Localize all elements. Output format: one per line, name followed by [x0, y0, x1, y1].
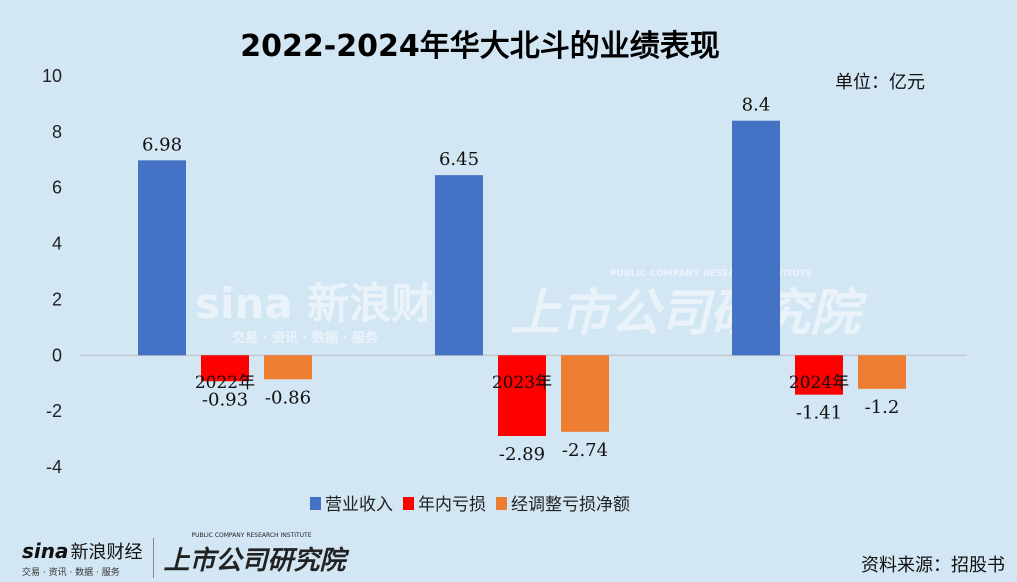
x-category-label: 2024年: [789, 373, 849, 393]
bar-经调整亏损净额: [561, 355, 609, 432]
y-tick-label: 6: [52, 178, 62, 198]
legend-swatch: [310, 497, 321, 510]
legend-label: 营业收入: [325, 495, 393, 515]
watermark-brand: sina 新浪财经: [195, 279, 475, 328]
y-tick-label: 10: [42, 66, 62, 86]
data-label: -0.93: [202, 389, 248, 410]
bar-经调整亏损净额: [858, 355, 906, 389]
y-tick-label: 0: [52, 345, 62, 365]
bar-年内亏损: [795, 355, 843, 395]
source-note: 资料来源：招股书: [861, 555, 1005, 576]
bar-营业收入: [138, 160, 186, 356]
unit-label: 单位：亿元: [835, 72, 925, 93]
data-label: 6.98: [142, 134, 182, 155]
data-label: -2.89: [499, 444, 545, 465]
data-label: 6.45: [439, 149, 479, 170]
legend-label: 年内亏损: [418, 495, 486, 515]
data-label: -0.86: [265, 387, 311, 408]
y-tick-label: 4: [52, 234, 62, 254]
sina-tagline: 交易 · 资讯 · 数据 · 服务: [22, 568, 120, 578]
y-tick-label: -2: [46, 401, 62, 421]
watermark-institute-en: PUBLIC COMPANY RESEARCH INSTITUTE: [610, 269, 812, 279]
y-tick-label: 8: [52, 122, 62, 142]
data-label: -1.2: [865, 397, 900, 418]
institute-en: PUBLIC COMPANY RESEARCH INSTITUTE: [191, 531, 312, 539]
sina-logo: sina: [22, 539, 69, 563]
data-label: -1.41: [796, 403, 842, 424]
bar-年内亏损: [201, 355, 249, 382]
legend-label: 经调整亏损净额: [511, 495, 630, 515]
x-category-label: 2023年: [492, 373, 552, 393]
x-category-label: 2022年: [195, 373, 255, 393]
legend-swatch: [496, 497, 507, 510]
sina-logo-cn: 新浪财经: [70, 542, 143, 563]
watermark-tagline: 交易 · 资讯 · 数据 · 服务: [232, 330, 379, 346]
watermark-institute: 上市公司研究院: [510, 284, 868, 342]
y-tick-label: -4: [46, 457, 62, 477]
data-label: 8.4: [742, 95, 771, 116]
watermark: sina 新浪财经 交易 · 资讯 · 数据 · 服务 上市公司研究院 PUBL…: [195, 269, 868, 346]
logo-divider: [152, 538, 154, 578]
chart-title: 2022-2024年华大北斗的业绩表现: [240, 29, 719, 64]
bar-营业收入: [435, 175, 483, 356]
institute-logo: 上市公司研究院: [163, 545, 346, 576]
bar-年内亏损: [498, 355, 546, 436]
footer-logo: sina 新浪财经 交易 · 资讯 · 数据 · 服务 PUBLIC COMPAN…: [22, 532, 346, 578]
legend-swatch: [403, 497, 414, 510]
bar-营业收入: [732, 120, 780, 356]
bar-经调整亏损净额: [264, 355, 312, 380]
y-tick-label: 2: [52, 289, 62, 309]
data-label: -2.74: [562, 440, 608, 461]
